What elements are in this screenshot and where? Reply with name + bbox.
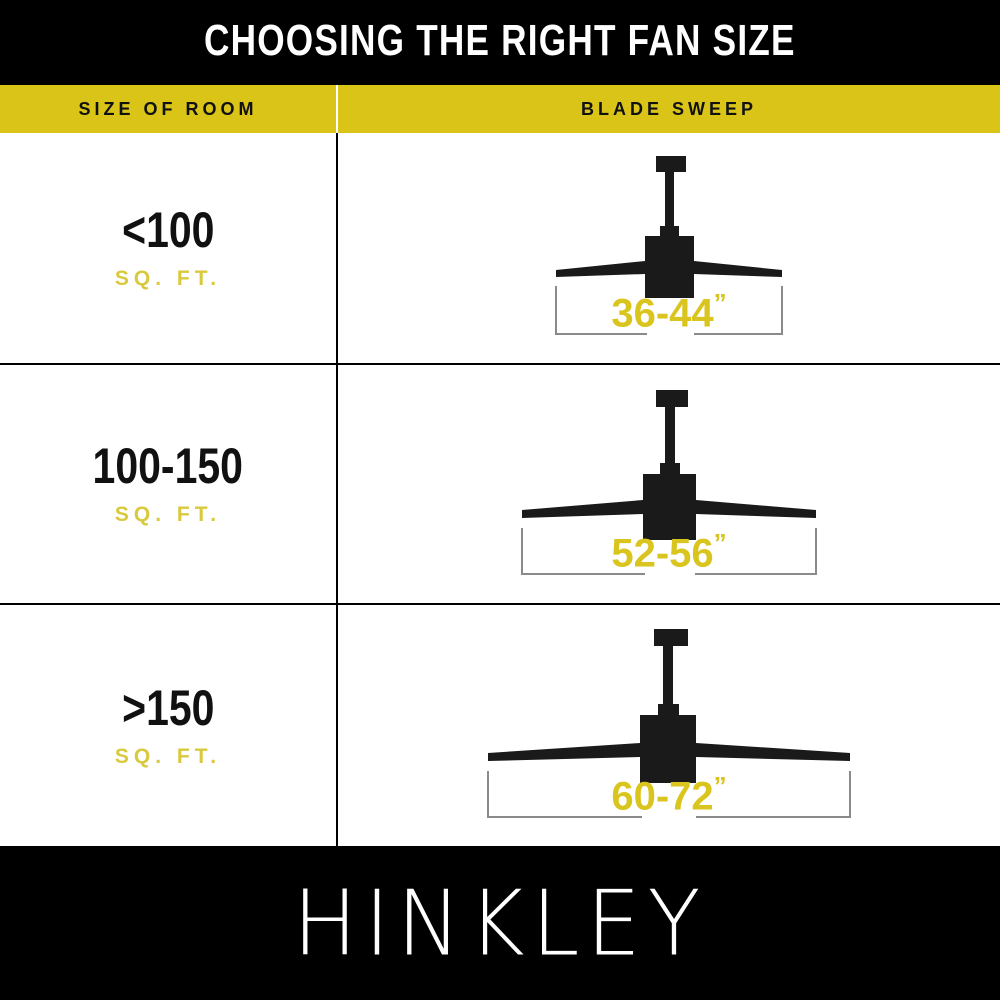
fan-diagram: 36-44” — [544, 148, 794, 348]
ceiling-fan-icon — [555, 156, 783, 335]
fan-diagram: 52-56” — [509, 382, 829, 587]
cell-blade-sweep: 52-56” — [338, 365, 1000, 603]
table-row: >150 SQ. FT. 60-72” — [0, 605, 1000, 846]
sweep-value: 36-44 — [611, 291, 714, 336]
table-column-header: SIZE OF ROOM BLADE SWEEP — [0, 85, 1000, 133]
table-row: 100-150 SQ. FT. 52-5 — [0, 365, 1000, 605]
room-size-unit: SQ. FT. — [114, 503, 222, 526]
footer-bar: HINKLEY — [0, 848, 1000, 1000]
column-header-blade-sweep: BLADE SWEEP — [338, 85, 1000, 133]
sweep-unit: ” — [713, 527, 727, 558]
header-bar: CHOOSING THE RIGHT FAN SIZE — [0, 0, 1000, 85]
column-header-label: BLADE SWEEP — [580, 98, 757, 119]
cell-size-of-room: <100 SQ. FT. — [0, 133, 338, 363]
cell-blade-sweep: 60-72” — [338, 605, 1000, 846]
room-size-unit: SQ. FT. — [114, 744, 222, 768]
sweep-unit: ” — [713, 288, 727, 318]
room-size-value: 100-150 — [92, 438, 244, 494]
sweep-dimension-label: 60-72” — [611, 773, 726, 816]
brand-logo-text: HINKLEY — [292, 871, 708, 977]
table-body: <100 SQ. FT. — [0, 133, 1000, 848]
room-size-value: <100 — [121, 202, 215, 258]
room-size-unit: SQ. FT. — [114, 267, 222, 290]
cell-blade-sweep: 36-44” — [338, 133, 1000, 363]
room-size-value: >150 — [121, 679, 215, 736]
sweep-unit: ” — [713, 770, 727, 801]
cell-size-of-room: 100-150 SQ. FT. — [0, 365, 338, 603]
table-row: <100 SQ. FT. — [0, 133, 1000, 365]
column-header-size-of-room: SIZE OF ROOM — [0, 85, 338, 133]
column-header-label: SIZE OF ROOM — [78, 98, 258, 119]
sweep-dimension-label: 52-56” — [611, 530, 726, 573]
page-title: CHOOSING THE RIGHT FAN SIZE — [204, 15, 796, 65]
cell-size-of-room: >150 SQ. FT. — [0, 605, 338, 846]
ceiling-fan-icon — [521, 389, 817, 575]
sweep-value: 60-72 — [611, 773, 714, 818]
fan-diagram: 60-72” — [474, 621, 864, 831]
sweep-value: 52-56 — [611, 530, 714, 575]
ceiling-fan-icon — [487, 628, 851, 818]
sweep-dimension-label: 36-44” — [611, 290, 726, 333]
